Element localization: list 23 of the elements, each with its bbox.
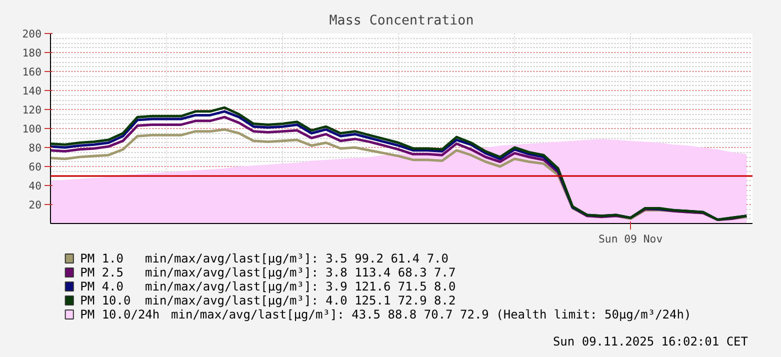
y-tick-label: 100 [22, 122, 42, 136]
y-tick-label: 140 [22, 84, 42, 98]
text: Sun 09.11.2025 16:02:01 CET [552, 334, 748, 348]
y-tick-label: 120 [22, 104, 42, 116]
text: min/max/avg/last[µg/m³]: 3.5 99.2 61.4 7.0 [145, 252, 448, 266]
legend-label: PM 1.0 [80, 252, 124, 266]
y-tick-label: 20 [28, 198, 42, 212]
text: min/max/avg/last[µg/m³]: 3.8 113.4 68.3 7.7 [145, 266, 456, 280]
y-tick-label: 200 [22, 28, 42, 40]
y-tick-label: 60 [28, 160, 42, 174]
legend-label: PM 2.5 [80, 266, 124, 280]
text: min/max/avg/last[µg/m³]: 4.0 125.1 72.9 8.2 [145, 294, 456, 308]
y-tick-label: 160 [22, 66, 42, 78]
y-tick-label: 180 [22, 46, 42, 60]
legend-label: PM 4.0 [80, 280, 124, 294]
y-tick-label: 80 [28, 142, 42, 154]
y-tick-label: 40 [28, 180, 42, 192]
chart-title: Mass Concentration [329, 14, 474, 28]
legend-label: PM 10.0 [80, 294, 131, 308]
legend-label: PM 10.0/24h [80, 308, 160, 322]
x-tick-label: Sun 09 Nov [598, 232, 663, 246]
text: min/max/avg/last[µg/m³]: 3.9 121.6 71.5 8.0 [145, 280, 456, 294]
text: min/max/avg/last[µg/m³]: 43.5 88.8 70.7 72.9 (Health limit: 50µg/m³/24h) [171, 308, 692, 322]
